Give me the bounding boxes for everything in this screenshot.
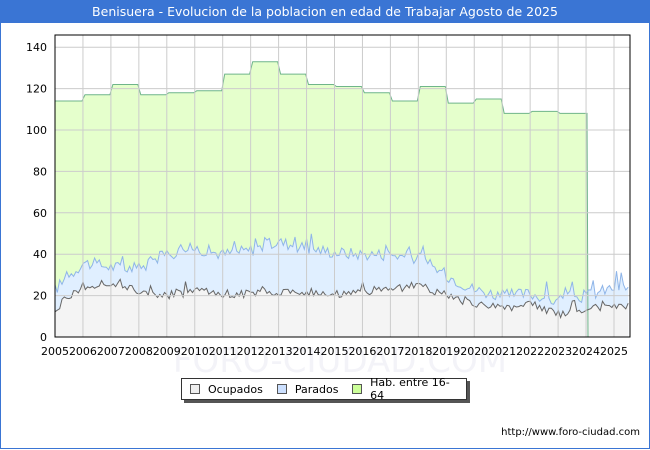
x-tick-label: 2008 xyxy=(125,345,153,358)
x-tick-label: 2005 xyxy=(41,345,69,358)
x-tick-label: 2012 xyxy=(237,345,265,358)
legend-swatch-ocupados xyxy=(190,384,200,394)
x-tick-label: 2016 xyxy=(348,345,376,358)
legend-swatch-parados xyxy=(276,384,287,394)
gridlines xyxy=(55,35,630,337)
legend-item-ocupados: Ocupados xyxy=(190,383,263,396)
source-url: http://www.foro-ciudad.com xyxy=(501,427,640,438)
x-tick-label: 2009 xyxy=(153,345,181,358)
x-tick-label: 2017 xyxy=(376,345,404,358)
plot-series xyxy=(54,61,629,338)
legend-item-hab: Hab. entre 16-64 xyxy=(352,376,460,402)
x-tick-label: 2024 xyxy=(572,345,600,358)
x-tick-label: 2018 xyxy=(404,345,432,358)
x-tick-label: 2006 xyxy=(69,345,97,358)
watermark: FORO-CIUDAD.COM xyxy=(173,341,507,381)
x-tick-label: 2013 xyxy=(265,345,293,358)
y-tick-label: 80 xyxy=(33,165,47,178)
chart-title: Benisuera - Evolucion de la poblacion en… xyxy=(0,0,650,23)
legend-label-hab: Hab. entre 16-64 xyxy=(370,376,450,402)
x-tick-label: 2014 xyxy=(293,345,321,358)
y-tick-label: 100 xyxy=(26,124,47,137)
x-tick-label: 2010 xyxy=(181,345,209,358)
x-tick-label: 2007 xyxy=(97,345,125,358)
x-tick-label: 2025 xyxy=(600,345,628,358)
y-tick-label: 140 xyxy=(26,41,47,54)
legend-swatch-hab xyxy=(352,384,363,394)
x-tick-label: 2022 xyxy=(516,345,544,358)
y-tick-label: 120 xyxy=(26,83,47,96)
legend-item-parados: Parados xyxy=(276,382,339,396)
x-tick-label: 2015 xyxy=(321,345,349,358)
legend-label-parados: Parados xyxy=(294,382,339,396)
y-tick-label: 40 xyxy=(33,248,47,261)
x-tick-label: 2023 xyxy=(544,345,572,358)
x-tick-label: 2019 xyxy=(432,345,460,358)
y-tick-label: 0 xyxy=(40,331,47,344)
x-tick-label: 2021 xyxy=(488,345,516,358)
x-tick-label: 2020 xyxy=(460,345,488,358)
y-tick-label: 20 xyxy=(33,290,47,303)
chart-legend: Ocupados Parados Hab. entre 16-64 xyxy=(181,376,467,402)
legend-label-ocupados: Ocupados xyxy=(208,382,263,396)
x-tick-label: 2011 xyxy=(209,345,237,358)
y-tick-label: 60 xyxy=(33,207,47,220)
